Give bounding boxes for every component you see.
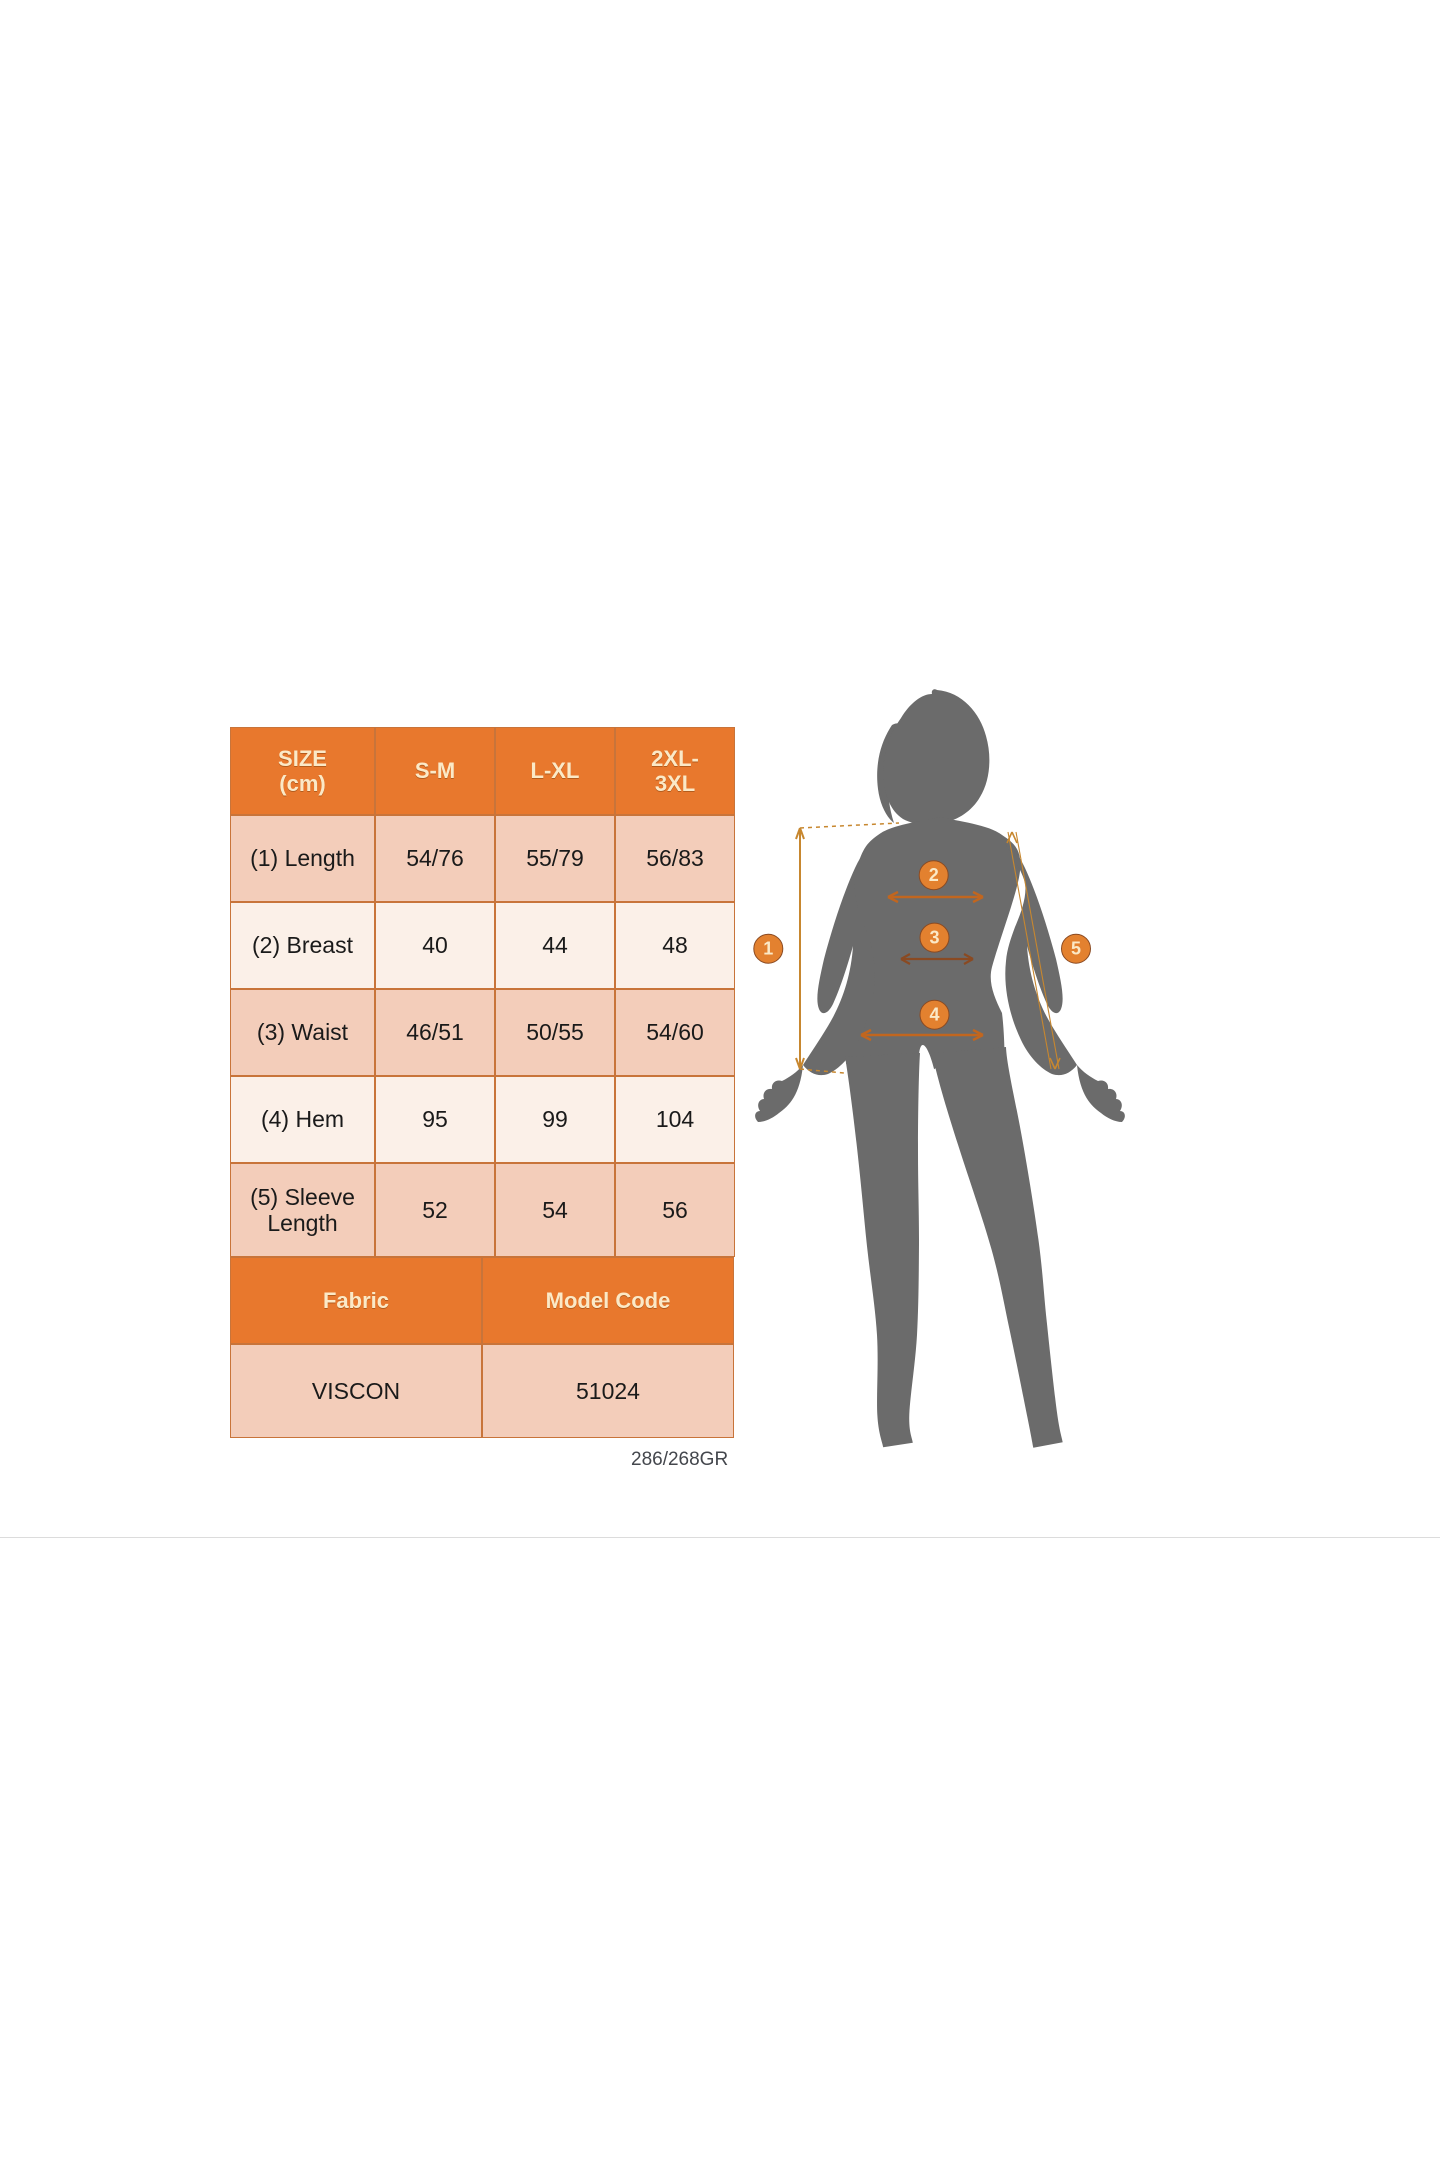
svg-text:1: 1 [763,939,773,959]
svg-text:2: 2 [929,865,939,885]
svg-text:3: 3 [929,927,939,947]
svg-text:5: 5 [1071,939,1081,959]
svg-text:4: 4 [929,1005,939,1025]
